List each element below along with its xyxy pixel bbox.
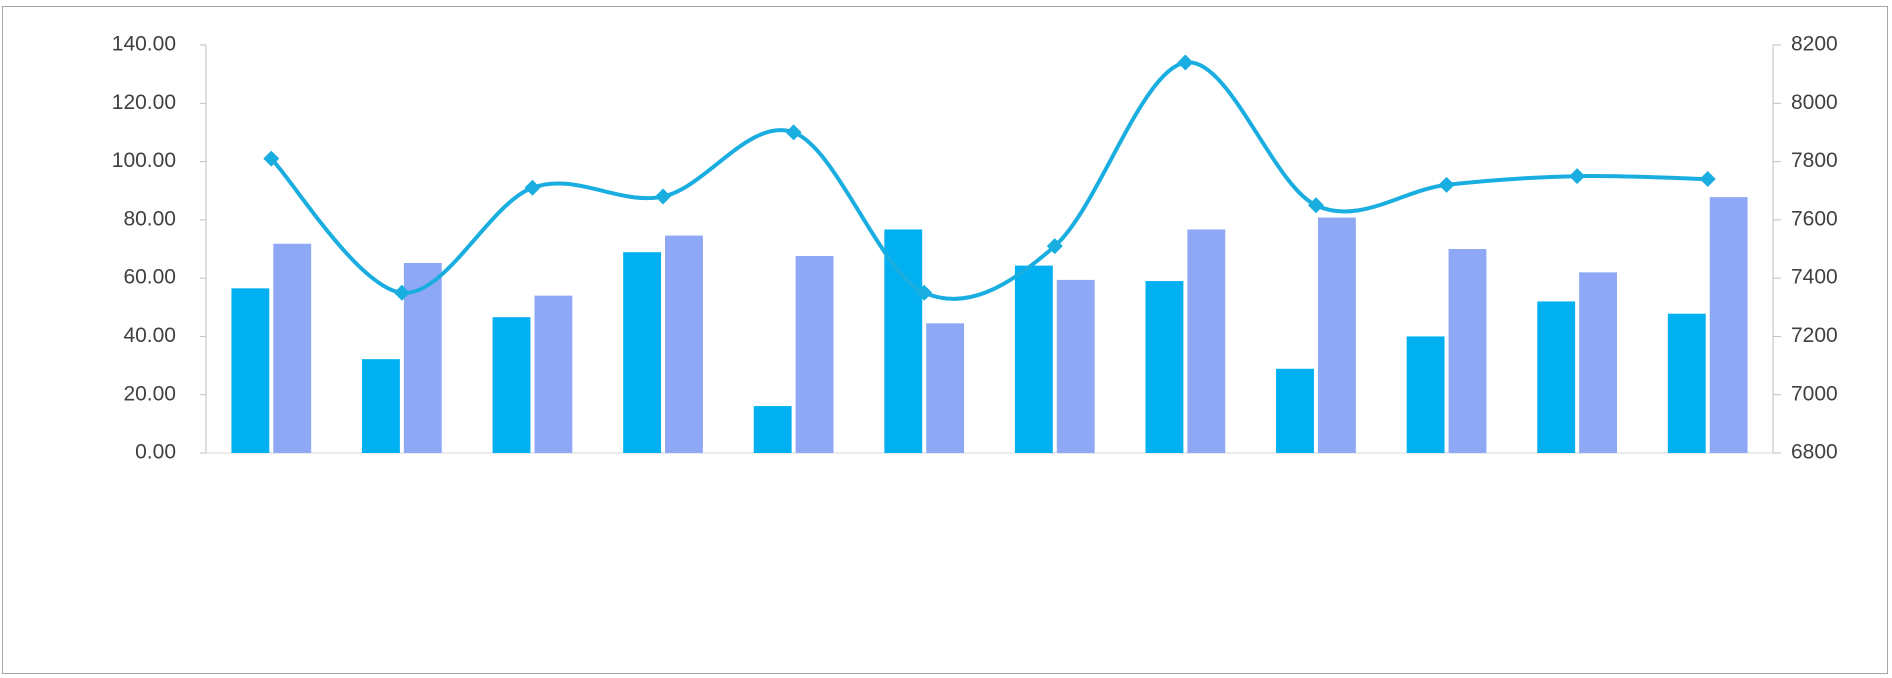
- bar: [795, 255, 834, 453]
- y2-tick-label: 8200: [1791, 33, 1838, 56]
- bar: [534, 295, 573, 453]
- bar: [1145, 281, 1184, 453]
- bar: [1448, 249, 1487, 453]
- bar: [1317, 217, 1356, 453]
- bar: [753, 406, 792, 453]
- bar: [665, 235, 703, 453]
- bar: [1276, 368, 1314, 453]
- line-point: [655, 188, 672, 205]
- chart-frame: 0.00 20.00 40.00 60.00 80.00 100.00 120.00 140.…: [2, 6, 1888, 674]
- y2-tick-label: 7600: [1791, 207, 1838, 230]
- y2-tick-label: 7000: [1791, 382, 1838, 405]
- line-point: [785, 124, 802, 141]
- chart: 0.00 20.00 40.00 60.00 80.00 100.00 120.00 140.…: [112, 33, 1838, 464]
- y2-tick-label: 7800: [1791, 149, 1838, 172]
- bar: [403, 262, 442, 453]
- line-point: [916, 284, 933, 301]
- y2-tick-label: 7400: [1791, 266, 1838, 289]
- y-tick-label: 40.00: [123, 324, 176, 347]
- line-point: [1699, 171, 1716, 188]
- y-tick-label: 20.00: [123, 382, 176, 405]
- y-tick-label: 140.00: [112, 33, 176, 56]
- line-point: [263, 150, 280, 167]
- y2-tick-label: 6800: [1791, 441, 1838, 464]
- line-point: [1438, 176, 1455, 193]
- y-tick-label: 100.00: [112, 149, 176, 172]
- bar: [1537, 301, 1576, 453]
- line-point: [524, 179, 541, 196]
- bar: [231, 288, 270, 453]
- bar: [1187, 229, 1226, 453]
- y2-tick-label: 7200: [1791, 324, 1838, 347]
- bar: [623, 252, 662, 453]
- bar: [273, 243, 312, 453]
- line-point: [1307, 197, 1324, 214]
- y-tick-label: 0.00: [135, 441, 176, 464]
- bar: [1014, 265, 1053, 453]
- bar: [1709, 197, 1748, 453]
- line-series: [269, 60, 1708, 301]
- line-point: [1046, 238, 1063, 255]
- y2-tick-label: 8000: [1791, 91, 1838, 114]
- bar: [1056, 279, 1095, 453]
- y-tick-label: 120.00: [112, 91, 176, 114]
- y-tick-label: 80.00: [123, 207, 176, 230]
- bar: [1667, 313, 1706, 453]
- bar: [1406, 336, 1445, 453]
- bar: [926, 323, 965, 453]
- bar: [884, 229, 923, 453]
- line-point: [1569, 168, 1586, 185]
- bar: [1579, 272, 1617, 453]
- y-tick-label: 60.00: [123, 266, 176, 289]
- line-point: [393, 284, 410, 301]
- bar: [362, 359, 400, 453]
- line-point: [1177, 54, 1194, 71]
- bar: [492, 317, 531, 453]
